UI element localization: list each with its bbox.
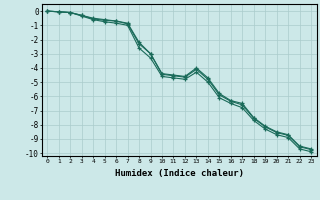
X-axis label: Humidex (Indice chaleur): Humidex (Indice chaleur) [115,169,244,178]
